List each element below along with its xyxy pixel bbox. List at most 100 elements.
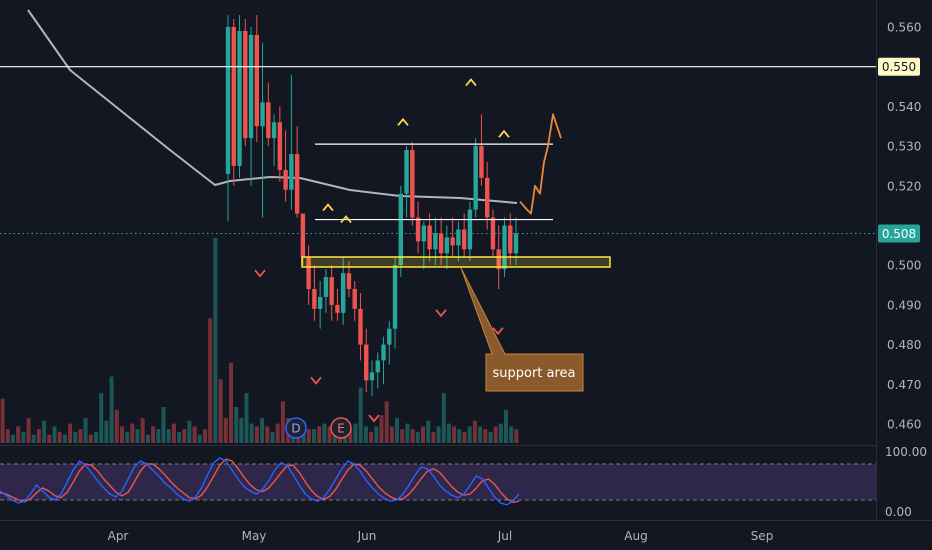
candle bbox=[364, 328, 369, 393]
volume-bar bbox=[436, 426, 441, 443]
candle-body bbox=[461, 229, 467, 250]
candle bbox=[306, 245, 311, 305]
candle-body bbox=[404, 150, 409, 194]
candle bbox=[410, 142, 415, 226]
volume-bar bbox=[441, 393, 446, 443]
candle bbox=[231, 19, 236, 186]
time-tick-label: Jul bbox=[497, 529, 512, 543]
candle bbox=[294, 126, 300, 218]
volume-bar bbox=[317, 426, 322, 443]
volume-bar bbox=[171, 423, 176, 443]
candle-body bbox=[283, 169, 288, 190]
candle-body bbox=[392, 265, 398, 329]
volume-bar bbox=[16, 426, 21, 443]
candle-body bbox=[508, 225, 513, 254]
candle-body bbox=[398, 193, 403, 266]
stoch-rsi-pane bbox=[0, 457, 876, 506]
candle-body bbox=[266, 102, 271, 139]
price-axis[interactable]: 0.560 0.540 0.530 0.520 0.500 0.490 0.480 0.470… bbox=[887, 21, 921, 432]
candle bbox=[243, 19, 248, 147]
candle bbox=[415, 201, 421, 254]
callout-text: support area bbox=[492, 366, 575, 381]
volume-bar bbox=[400, 429, 405, 443]
volume-bar bbox=[120, 426, 124, 443]
rsi-axis[interactable]: 100.00 0.00 bbox=[885, 445, 927, 519]
candle bbox=[358, 292, 363, 361]
candle-body bbox=[260, 102, 265, 127]
price-tick-label: 0.520 bbox=[887, 179, 921, 193]
volume-bar bbox=[249, 423, 254, 443]
annotation-layer: 0.550 0.508 support area D E bbox=[0, 57, 920, 439]
volume-bar bbox=[426, 420, 431, 443]
candle-body bbox=[271, 122, 277, 139]
volume-bar bbox=[369, 431, 374, 443]
volume-bar bbox=[145, 434, 150, 443]
trough-marker bbox=[254, 269, 266, 278]
volume-bar bbox=[244, 393, 249, 443]
volume-bar bbox=[223, 418, 228, 443]
candle-body bbox=[364, 344, 369, 381]
candle-body bbox=[485, 177, 490, 218]
volume-bar bbox=[36, 429, 41, 443]
earnings-marker-circle[interactable] bbox=[330, 417, 352, 439]
candle-body bbox=[346, 273, 352, 290]
volume-bar bbox=[452, 426, 457, 443]
volume-bar bbox=[446, 423, 451, 443]
candle-body bbox=[306, 257, 311, 290]
volume-bar bbox=[379, 415, 384, 443]
volume-bar bbox=[88, 434, 93, 443]
candle bbox=[444, 225, 450, 270]
earnings-marker[interactable]: E bbox=[330, 417, 352, 439]
earnings-marker[interactable]: D bbox=[285, 417, 307, 439]
candle bbox=[335, 289, 340, 321]
trough-marker bbox=[310, 376, 322, 385]
candle bbox=[461, 213, 467, 258]
candle-body bbox=[438, 233, 444, 254]
candle-body bbox=[473, 146, 478, 210]
time-tick-label: Sep bbox=[751, 529, 774, 543]
candle-body bbox=[444, 237, 450, 254]
price-tick-label: 0.560 bbox=[887, 21, 921, 35]
candle-body bbox=[387, 328, 392, 345]
volume-bar bbox=[140, 418, 145, 443]
volume-bar bbox=[514, 429, 519, 443]
rsi-tick-label: 100.00 bbox=[885, 445, 927, 459]
candle-body bbox=[358, 308, 363, 345]
candle bbox=[404, 146, 409, 218]
volume-bar bbox=[488, 431, 493, 443]
volume-bar bbox=[254, 426, 259, 443]
volume-bar bbox=[26, 418, 31, 443]
volume-bar bbox=[410, 429, 415, 443]
volume-bar bbox=[203, 429, 207, 443]
time-axis[interactable]: Apr May Jun Jul Aug Sep bbox=[108, 529, 774, 543]
volume-bar bbox=[260, 418, 265, 443]
candle-body bbox=[335, 304, 340, 313]
candle bbox=[392, 257, 398, 349]
candle-body bbox=[490, 217, 496, 250]
earnings-marker-circle[interactable] bbox=[285, 417, 307, 439]
candle bbox=[341, 257, 346, 325]
volume-bar bbox=[431, 431, 436, 443]
volume-bar bbox=[389, 426, 394, 443]
volume-bar bbox=[109, 376, 114, 443]
price-tick-label: 0.490 bbox=[887, 298, 921, 312]
volume-bar bbox=[493, 426, 498, 443]
volume-bar bbox=[125, 431, 130, 443]
volume-bar bbox=[338, 434, 342, 443]
candle bbox=[502, 217, 507, 278]
candle bbox=[387, 320, 392, 365]
volume-bar bbox=[509, 426, 514, 443]
volume-bar bbox=[192, 426, 197, 443]
volume-bar bbox=[83, 418, 88, 443]
volume-bar bbox=[358, 387, 363, 443]
level-line-badge bbox=[878, 57, 920, 76]
candle bbox=[456, 221, 461, 262]
candle-body bbox=[433, 233, 438, 250]
time-tick-label: Apr bbox=[108, 529, 129, 543]
price-tick-label: 0.540 bbox=[887, 100, 921, 114]
peak-marker bbox=[340, 215, 352, 224]
volume-bar bbox=[421, 426, 425, 443]
candle-body bbox=[502, 225, 507, 270]
time-tick-label: Jun bbox=[357, 529, 377, 543]
